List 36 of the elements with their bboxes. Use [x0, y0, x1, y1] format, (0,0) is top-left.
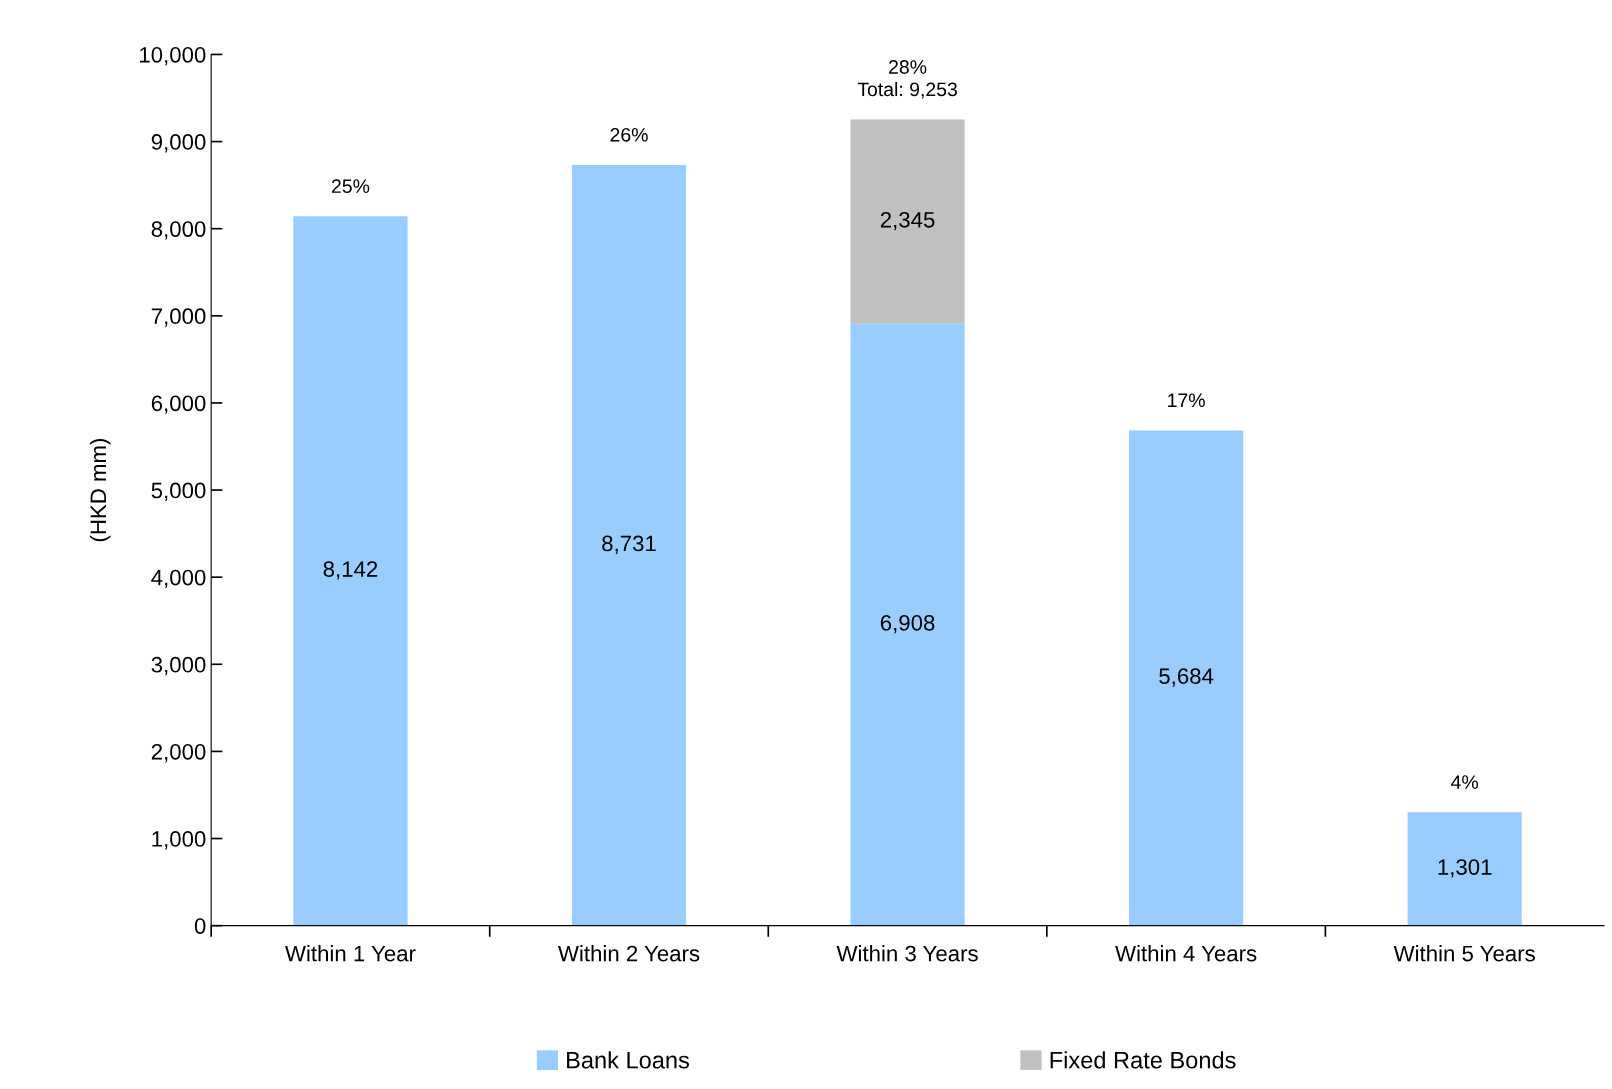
data-label: 2,345 [880, 211, 935, 231]
bar [293, 216, 408, 926]
legend-label: Bank Loans [567, 1051, 689, 1069]
bar [1129, 430, 1244, 926]
bar [850, 323, 965, 926]
x-tick-label: Within 5 Years [1393, 945, 1535, 962]
y-tick-label: 4,000 [151, 569, 206, 589]
y-tick-label: 3,000 [151, 656, 206, 676]
x-tick-label: Within 1 Year [285, 945, 416, 962]
bar [1407, 812, 1522, 926]
y-tick-label: 6,000 [151, 395, 206, 414]
x-tick-label: Within 3 Years [836, 945, 978, 962]
bar [850, 119, 965, 324]
annotation: 28% Total: 9,253 [857, 60, 957, 99]
y-tick-label: 1,000 [152, 831, 206, 850]
y-axis-title: (HKD mm) [89, 438, 111, 542]
y-tick-label: 7,000 [151, 308, 206, 327]
bar [571, 165, 687, 926]
y-tick-label: 9,000 [151, 134, 206, 153]
data-label: 5,684 [1159, 668, 1214, 687]
annotation: 4% [1451, 775, 1479, 789]
x-tick-label: Within 2 Years [558, 945, 700, 962]
y-tick-label: 2,000 [151, 743, 206, 763]
annotation: 25% [331, 179, 370, 194]
annotation: 17% [1168, 393, 1205, 408]
y-tick-label: 10,000 [140, 46, 206, 66]
y-tick-label: 0 [194, 918, 206, 934]
data-label: 1,301 [1438, 859, 1492, 878]
legend-label: Fixed Rate Bonds [1050, 1051, 1236, 1069]
y-tick-label: 5,000 [151, 482, 206, 501]
data-label: 6,908 [880, 614, 935, 634]
data-label: 8,142 [323, 561, 378, 580]
x-tick-label: Within 4 Years [1115, 945, 1257, 962]
data-label: 8,731 [602, 535, 656, 554]
annotation: 26% [610, 127, 648, 142]
y-tick-label: 8,000 [151, 221, 206, 240]
